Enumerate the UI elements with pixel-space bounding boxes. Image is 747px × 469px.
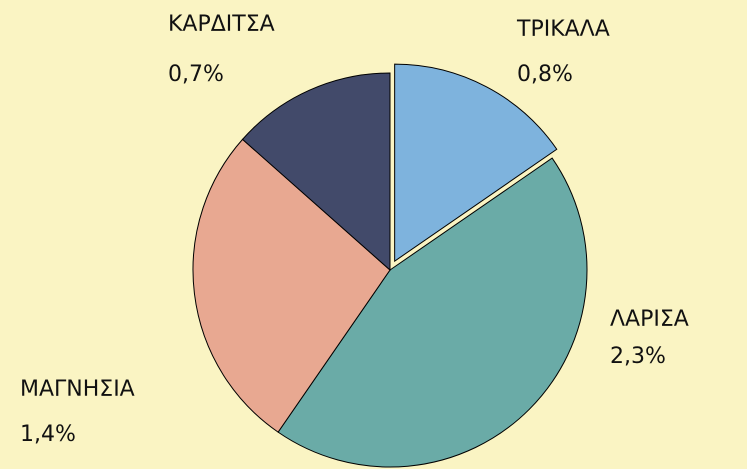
slice-value-label: 2,3% <box>610 344 666 369</box>
slice-label: ΛΑΡΙΣΑ <box>610 307 689 332</box>
pie-slice <box>192 138 391 433</box>
slice-label: ΜΑΓΝΗΣΙΑ <box>20 377 135 402</box>
pie-slice <box>277 157 588 468</box>
slice-label: ΚΑΡΔΙΤΣΑ <box>168 12 275 37</box>
slice-value-label: 0,7% <box>168 62 224 87</box>
pie-slice <box>394 63 558 263</box>
pie-slice <box>241 72 391 272</box>
slice-value-label: 1,4% <box>20 422 76 447</box>
slice-value-label: 0,8% <box>517 62 573 87</box>
slice-label: ΤΡΙΚΑΛΑ <box>516 17 610 42</box>
